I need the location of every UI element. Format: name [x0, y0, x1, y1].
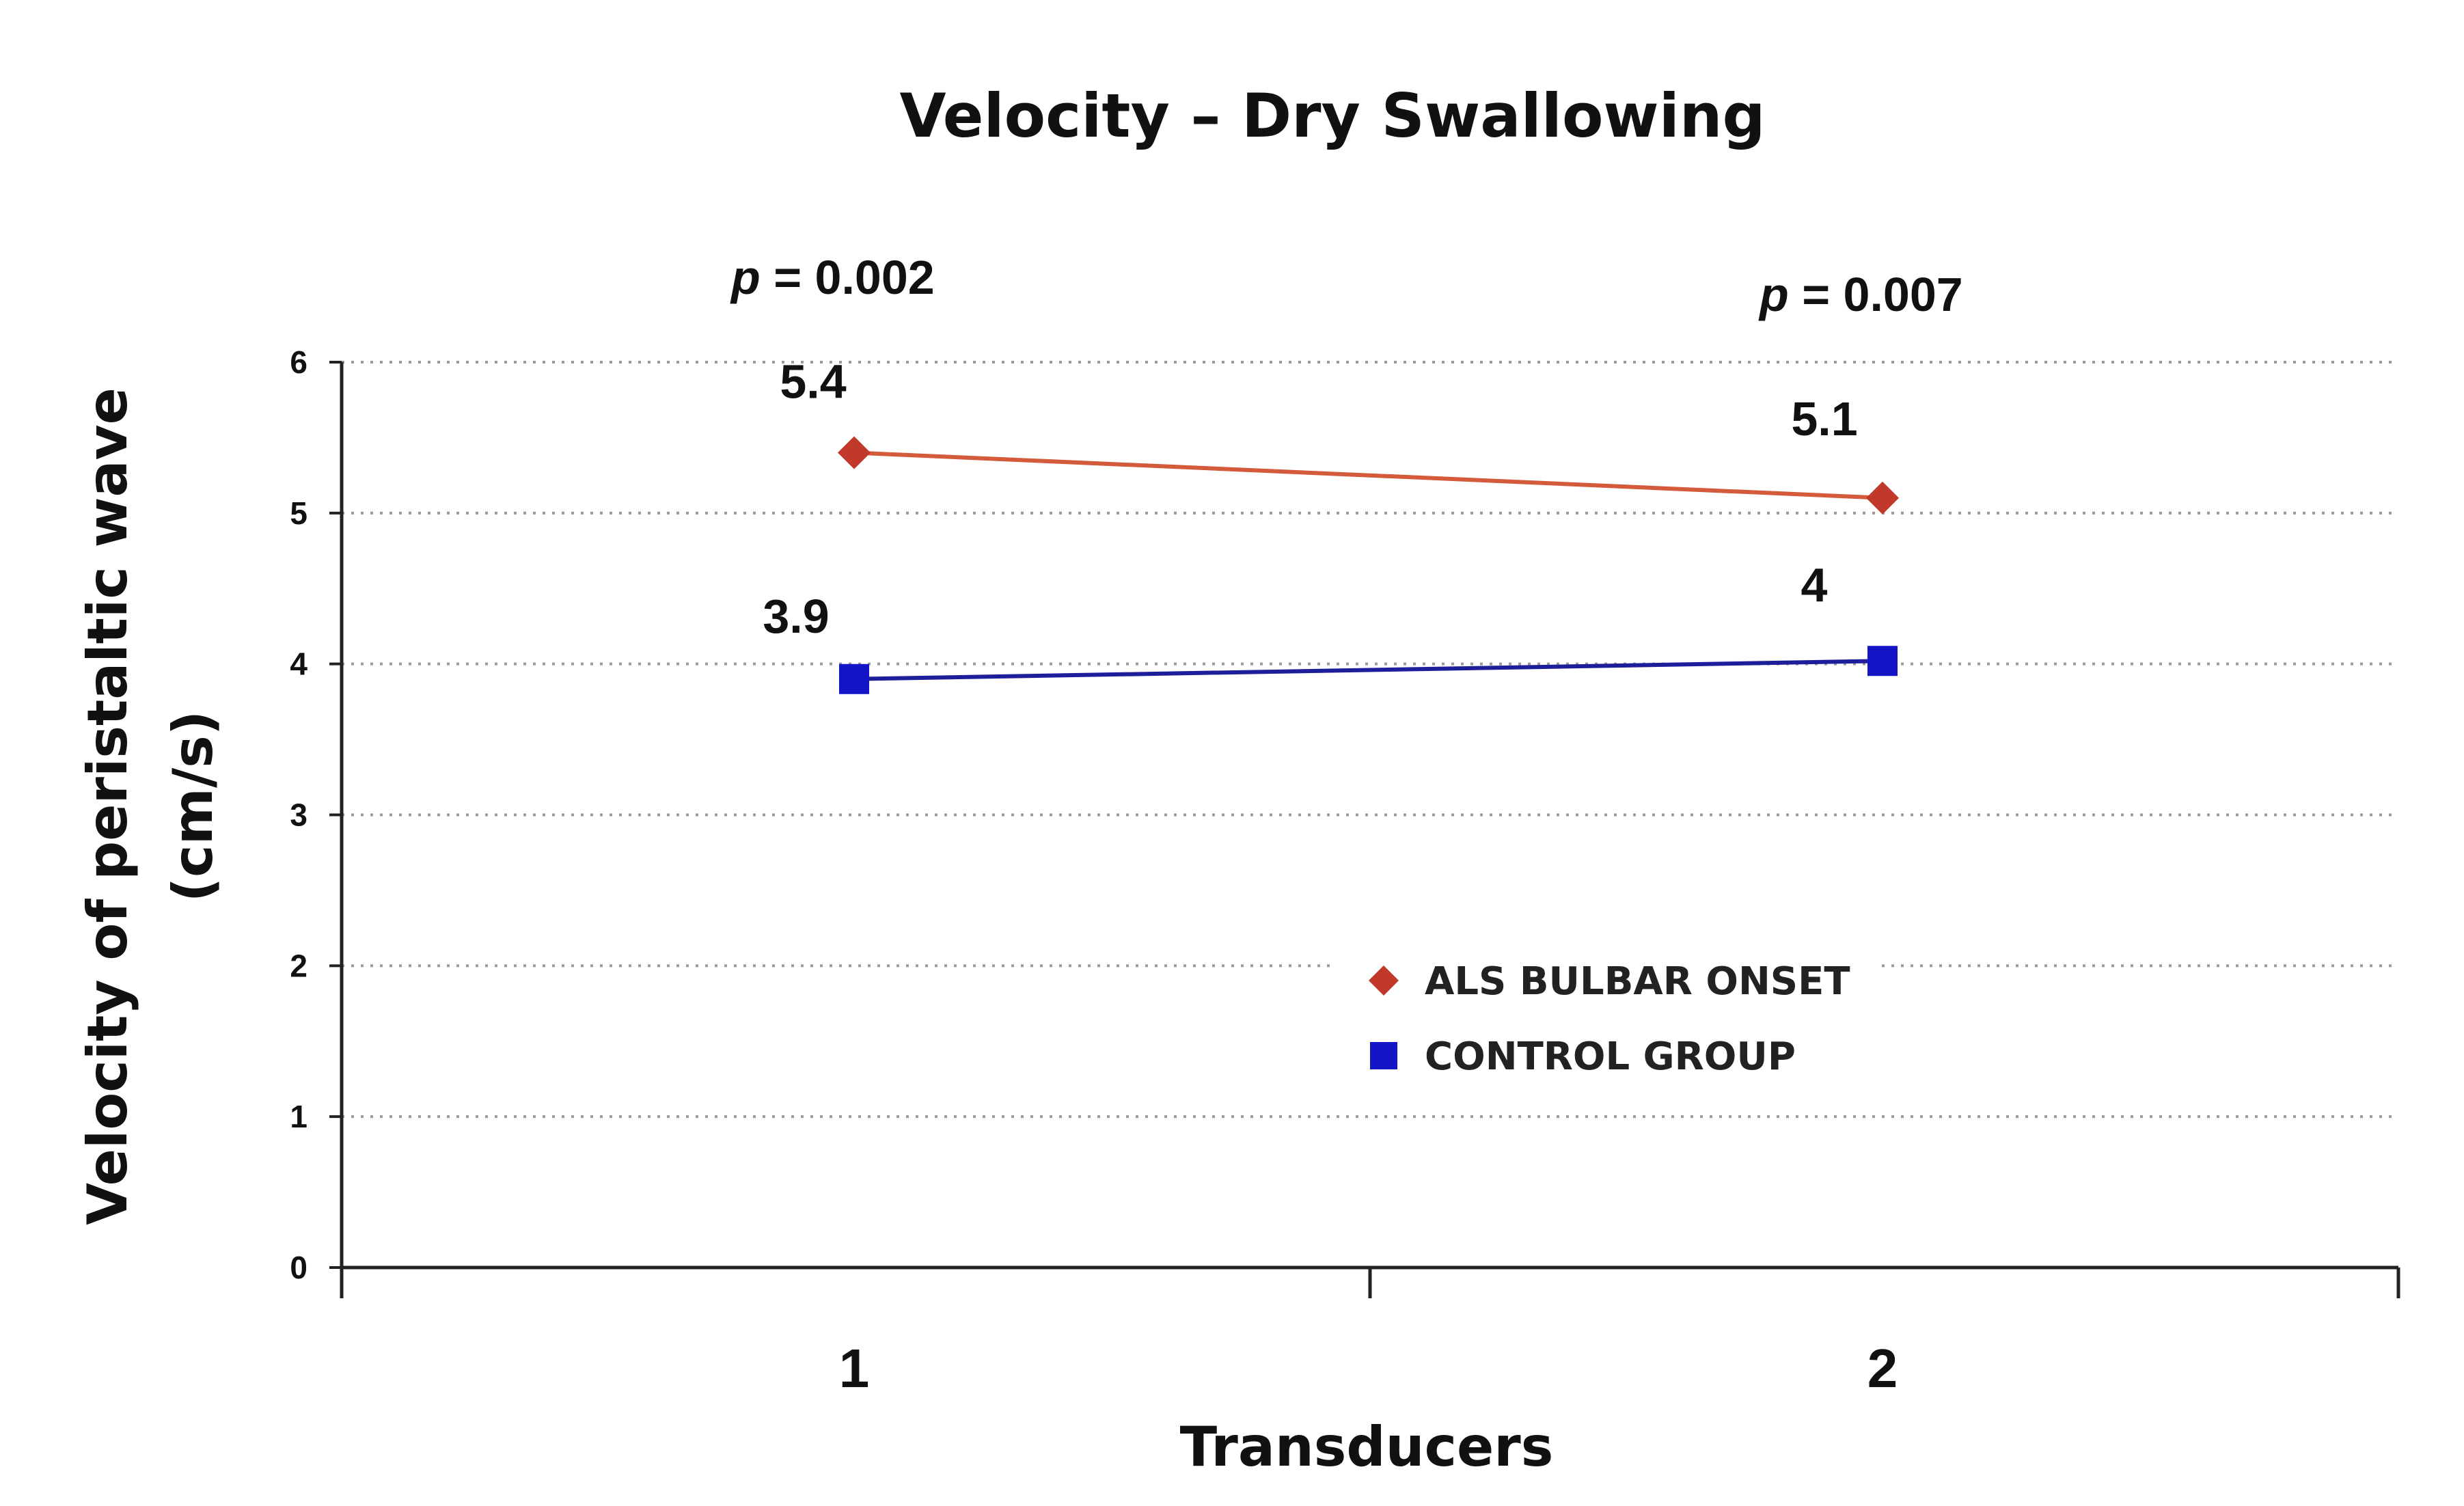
gridlines — [342, 361, 2398, 1119]
legend-background — [1332, 929, 1879, 1107]
p-value: = 0.002 — [761, 251, 935, 304]
tick-labels: 0 1 2 3 4 5 6 1 2 — [290, 344, 1898, 1399]
y-tick-label-3: 3 — [290, 797, 307, 833]
x-tick-label-2: 2 — [1867, 1338, 1898, 1399]
data-labels: 5.4 5.1 3.9 4 — [763, 355, 1857, 643]
data-label-control-group-1: 3.9 — [763, 590, 829, 643]
legend-marker-als-bulbar-onset — [1369, 966, 1399, 996]
p-value: = 0.007 — [1789, 268, 1963, 321]
point-als-bulbar-onset-1 — [838, 436, 871, 469]
y-tick-label-1: 1 — [290, 1099, 307, 1134]
y-tick-label-2: 2 — [290, 948, 307, 983]
data-label-control-group-2: 4 — [1801, 558, 1828, 612]
y-axis-title: Velocity of peristaltic wave (cm/s) — [76, 387, 225, 1225]
chart-title: Velocity – Dry Swallowing — [899, 81, 1765, 151]
x-tick-label-1: 1 — [839, 1338, 870, 1399]
series-line-als-bulbar-onset — [853, 450, 1883, 500]
y-tick-label-5: 5 — [290, 495, 307, 531]
y-axis-title-line-2: (cm/s) — [161, 711, 225, 903]
legend: ALS BULBAR ONSET CONTROL GROUP — [1332, 929, 1879, 1107]
p-value-annotation-2: p = 0.007 — [1758, 268, 1963, 321]
y-axis-title-line-1: Velocity of peristaltic wave — [76, 387, 139, 1225]
p-symbol: p — [730, 251, 761, 304]
data-label-als-bulbar-onset-1: 5.4 — [780, 355, 846, 409]
x-axis-title: Transducers — [1180, 1415, 1554, 1479]
y-tick-label-4: 4 — [290, 646, 307, 682]
legend-label-control-group: CONTROL GROUP — [1425, 1035, 1796, 1079]
p-value-annotation-1: p = 0.002 — [730, 251, 935, 304]
data-label-als-bulbar-onset-2: 5.1 — [1791, 392, 1857, 446]
axes — [329, 361, 2400, 1298]
y-tick-label-6: 6 — [290, 344, 307, 380]
point-als-bulbar-onset-2 — [1866, 481, 1899, 515]
y-tick-label-0: 0 — [290, 1250, 307, 1285]
legend-marker-control-group — [1370, 1042, 1397, 1069]
series — [838, 436, 1899, 694]
series-line-control-group — [853, 659, 1883, 681]
legend-label-als-bulbar-onset: ALS BULBAR ONSET — [1425, 959, 1850, 1004]
point-control-group-2 — [1867, 646, 1898, 676]
point-control-group-1 — [839, 663, 869, 694]
p-symbol: p — [1758, 268, 1789, 321]
annotations: p = 0.002 p = 0.007 — [730, 251, 1963, 321]
